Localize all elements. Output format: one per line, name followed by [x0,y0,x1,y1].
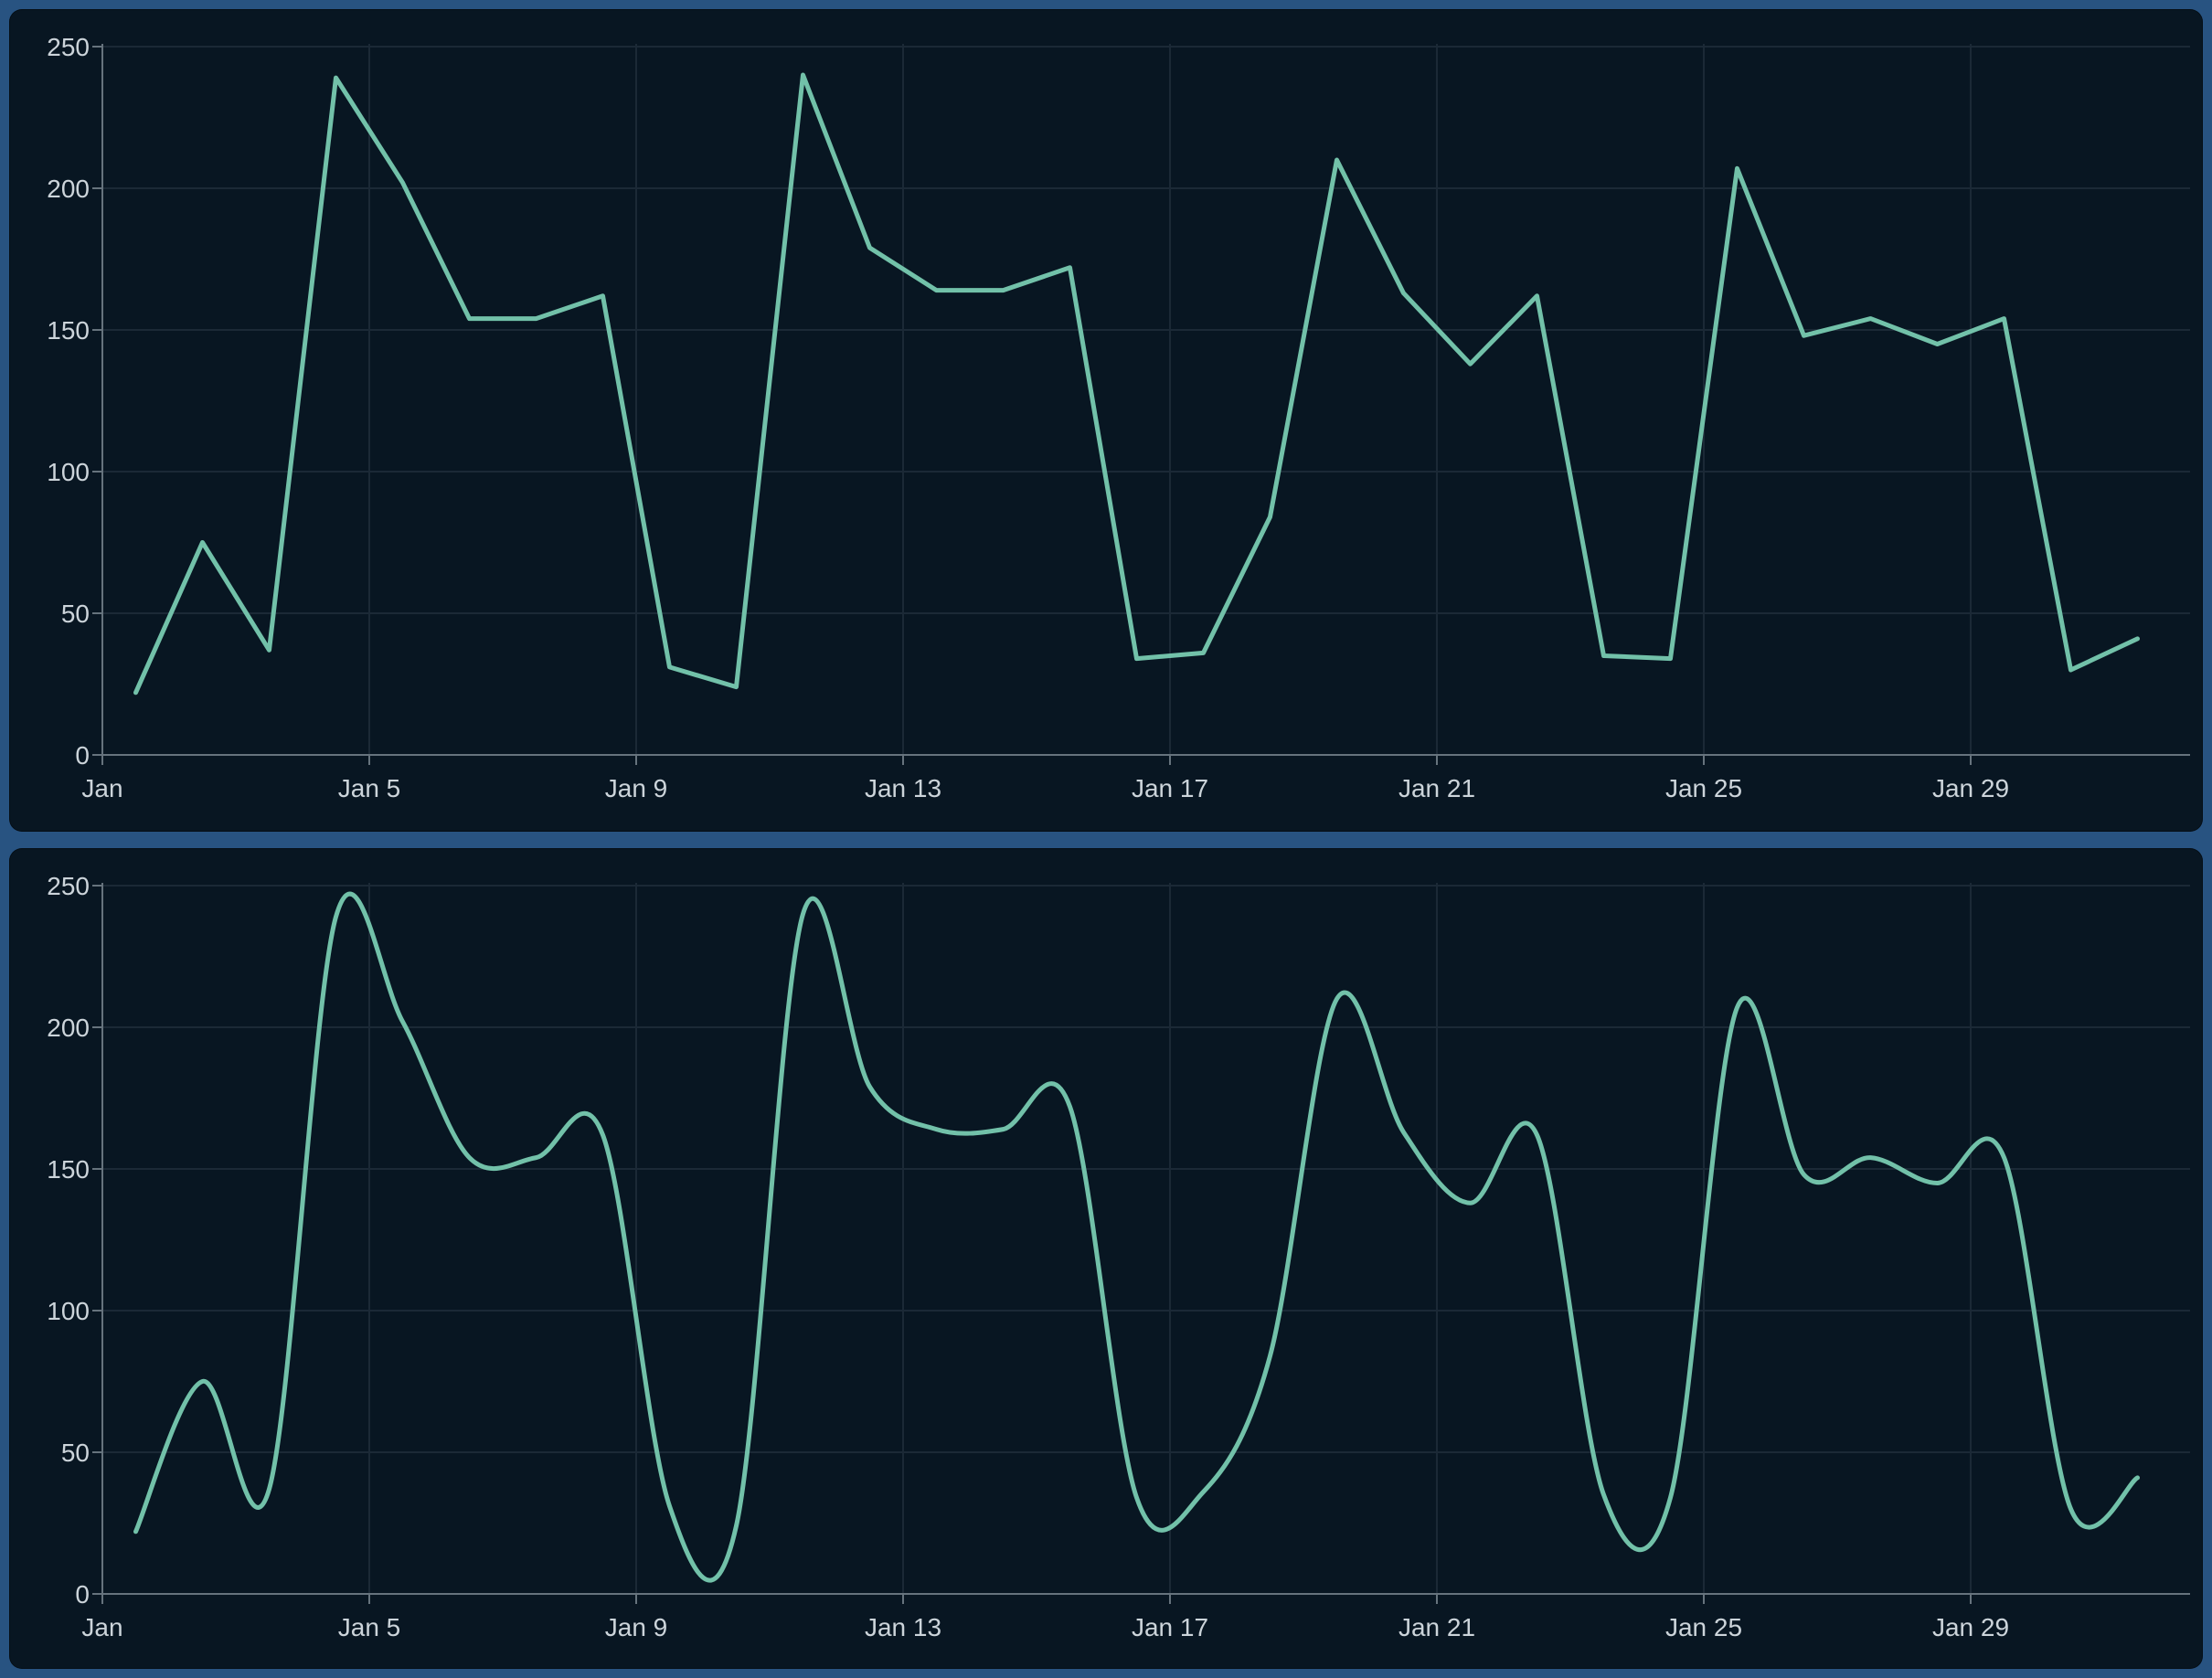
x-tick-label: Jan [81,774,122,802]
y-tick-label: 50 [61,600,90,628]
y-tick-label: 100 [47,458,90,486]
line-chart-spline: 0 50 100 150 200 250 Jan Jan 5 Jan 9 Jan 13 Jan 17… [47,872,2190,1641]
series-line [133,891,2140,1583]
y-tick-label: 250 [47,33,90,61]
x-tick-label: Jan 17 [1132,774,1208,802]
y-tick-label: 100 [47,1297,90,1325]
y-tick-label: 200 [47,175,90,203]
chart-panel-spline: 0 50 100 150 200 250 Jan Jan 5 Jan 9 Jan 13 Jan 17… [9,848,2203,1669]
x-tick-label: Jan 5 [338,1613,401,1641]
line-chart-linear: 0 50 100 150 200 250 Jan Jan 5 Jan 9 Jan 13 Jan 17… [47,33,2190,802]
x-tick-label: Jan 25 [1665,1613,1742,1641]
x-tick-label: Jan 21 [1398,774,1475,802]
x-tick-label: Jan 9 [605,1613,668,1641]
series-line [133,72,2140,696]
y-tick-label: 150 [47,316,90,345]
x-tick-label: Jan 25 [1665,774,1742,802]
y-tick-label: 250 [47,872,90,900]
x-tick-label: Jan 29 [1932,774,2009,802]
y-tick-label: 150 [47,1155,90,1184]
y-tick-label: 50 [61,1439,90,1467]
y-tick-label: 0 [75,741,90,770]
chart-panel-linear: 0 50 100 150 200 250 Jan Jan 5 Jan 9 Jan 13 Jan 17… [9,9,2203,832]
x-tick-label: Jan 17 [1132,1613,1208,1641]
x-tick-label: Jan 13 [865,774,941,802]
x-tick-label: Jan 5 [338,774,401,802]
x-tick-label: Jan 13 [865,1613,941,1641]
y-tick-label: 200 [47,1014,90,1042]
y-tick-label: 0 [75,1580,90,1609]
x-tick-label: Jan 9 [605,774,668,802]
x-tick-label: Jan 21 [1398,1613,1475,1641]
x-tick-label: Jan 29 [1932,1613,2009,1641]
x-tick-label: Jan [81,1613,122,1641]
